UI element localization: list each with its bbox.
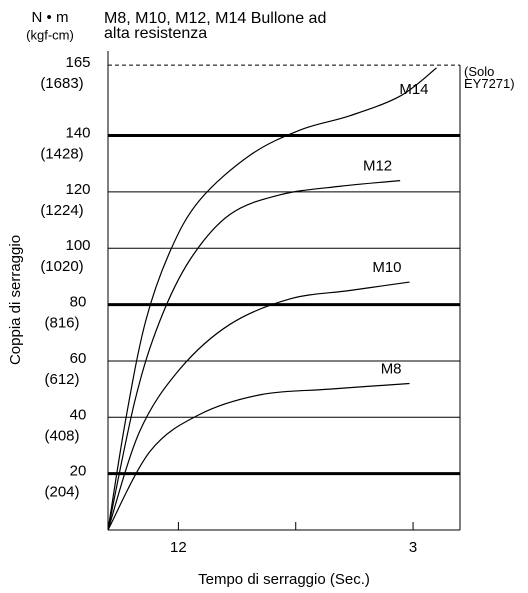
series-line [107,67,437,531]
y-tick-label: 80 [70,294,87,311]
y-tick-sublabel: (612) [44,371,79,388]
y-tick-sublabel: (204) [44,484,79,501]
y-tick-label: 120 [65,181,90,198]
series-label: M8 [381,360,402,377]
series-label: M12 [363,158,392,175]
y-tick-label: 60 [70,350,87,367]
x-tick-label: 3 [409,539,417,556]
y-tick-label: 140 [65,124,90,141]
chart-title: M8, M10, M12, M14 Bullone ad alta resist… [104,10,327,42]
y-tick-sublabel: (1428) [40,145,83,162]
y-tick-sublabel: (1683) [40,75,83,92]
x-axis-label: Tempo di serraggio (Sec.) [198,571,370,588]
series-line [107,382,410,531]
y-unit: N • m [32,9,69,26]
y-axis-label: Coppia di serraggio [7,235,24,365]
y-tick-label: 100 [65,237,90,254]
y-tick-label: 165 [65,54,90,71]
series-label: M14 [399,81,428,98]
x-tick-label: 12 [170,539,187,556]
y-unit-secondary: (kgf-cm) [26,27,74,42]
annotation: (Solo EY7271) [464,64,515,91]
y-tick-sublabel: (408) [44,427,79,444]
y-tick-sublabel: (1020) [40,258,83,275]
y-tick-sublabel: (816) [44,315,79,332]
y-tick-label: 40 [70,406,87,423]
series-line [107,281,410,531]
y-tick-label: 20 [70,463,87,480]
series-label: M10 [372,259,401,276]
series-line [107,180,401,531]
y-tick-sublabel: (1224) [40,202,83,219]
